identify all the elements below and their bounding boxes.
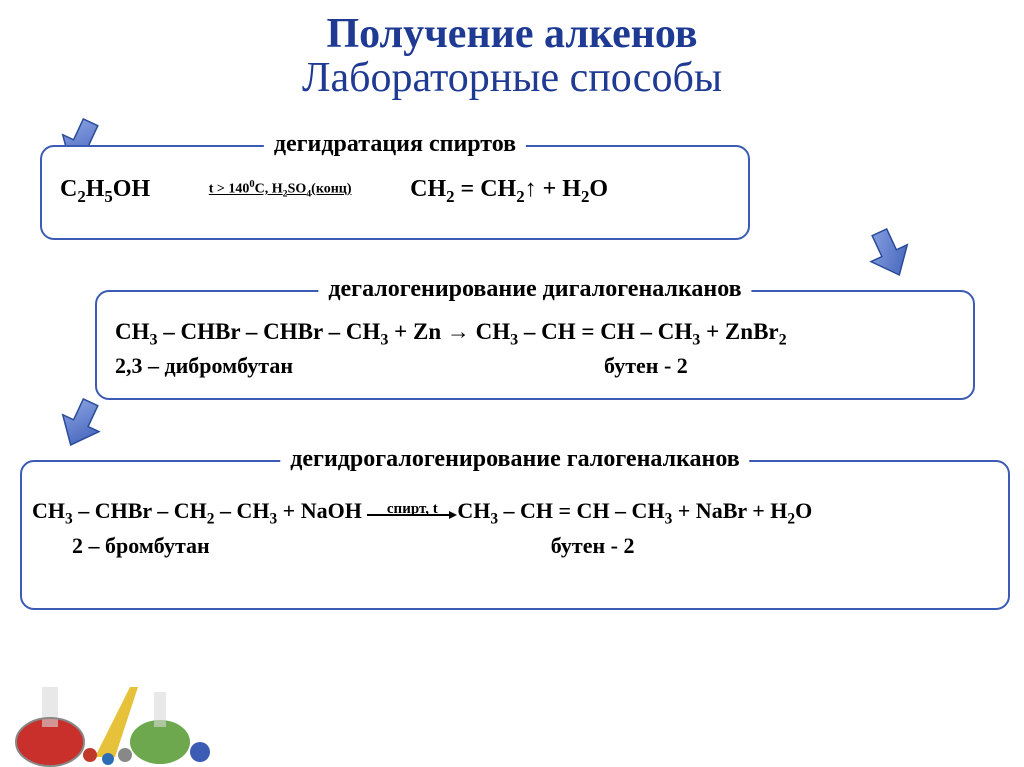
- equation-labels: 2,3 – дибромбутан бутен - 2: [115, 352, 955, 381]
- arrow-icon: [50, 395, 110, 455]
- label-right: бутен - 2: [551, 533, 635, 558]
- eq-cond: t > 1400C, H2SO4(конц): [160, 178, 400, 201]
- eq-cond: спирт, t: [367, 499, 457, 520]
- eq-lhs: C2H5OH: [60, 176, 150, 202]
- eq-rhs: CH2 = CH2↑ + H2O: [410, 176, 608, 202]
- page-title-main: Получение алкенов: [0, 0, 1024, 58]
- equation: C2H5OH t > 1400C, H2SO4(конц) CH2 = CH2↑…: [60, 173, 730, 208]
- block-dehalogenation: дегалогенирование дигалогеналканов CH3 –…: [95, 290, 975, 400]
- equation-labels: 2 – бромбутан бутен - 2: [32, 532, 998, 561]
- block-dehydrohalogenation: дегидрогалогенирование галогеналканов CH…: [20, 460, 1010, 610]
- arrow-icon: [860, 225, 920, 285]
- equation: CH3 – CHBr – CHBr – CH3 + Zn → CH3 – CH …: [115, 316, 955, 352]
- block-header: дегалогенирование дигалогеналканов: [318, 276, 751, 303]
- page-title-sub: Лабораторные способы: [0, 54, 1024, 102]
- block-header: дегидрогалогенирование галогеналканов: [280, 446, 749, 473]
- equation: CH3 – CHBr – CH2 – CH3 + NaOH спирт, t C…: [32, 496, 998, 530]
- block-header: дегидратация спиртов: [264, 131, 526, 158]
- decorative-glassware-icon: [0, 647, 230, 767]
- block-dehydration: дегидратация спиртов C2H5OH t > 1400C, H…: [40, 145, 750, 240]
- label-left: 2 – бромбутан: [72, 533, 210, 558]
